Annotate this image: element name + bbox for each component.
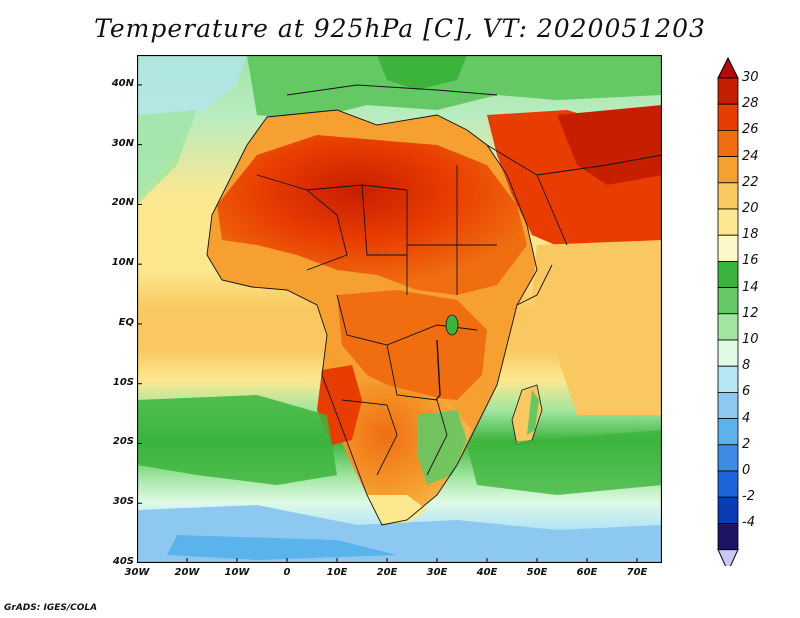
colorbar-label: 22 xyxy=(742,174,759,190)
lat-label: 40N xyxy=(111,77,134,89)
colorbar-swatch xyxy=(717,496,739,524)
colorbar-label: 20 xyxy=(742,201,759,216)
colorbar-label: 12 xyxy=(742,305,759,321)
colorbar-swatch xyxy=(717,234,739,262)
balkans-region xyxy=(377,55,467,90)
credit-label: GrADS: IGES/COLA xyxy=(4,603,98,613)
lon-label: 60E xyxy=(576,567,598,578)
lat-label: 20S xyxy=(112,436,134,448)
mozambique-green-region xyxy=(417,410,467,485)
lat-label: 10S xyxy=(112,376,134,388)
colorbar-swatches xyxy=(717,56,739,566)
lon-label: 0 xyxy=(283,567,291,578)
colorbar xyxy=(717,56,739,566)
colorbar-swatch xyxy=(717,470,739,498)
southern-coldest-patch xyxy=(167,535,397,560)
colorbar-label: -4 xyxy=(742,515,755,531)
map-border xyxy=(136,54,663,564)
cape-region xyxy=(367,495,427,525)
lat-label: 40S xyxy=(112,556,134,567)
colorbar-label: 6 xyxy=(742,384,751,400)
colorbar-label: 28 xyxy=(742,96,759,112)
colorbar-label: 24 xyxy=(742,148,759,164)
south-atlantic-green-band xyxy=(137,395,337,485)
plot-title: Temperature at 925hPa [C], VT: 202005120… xyxy=(94,14,706,43)
sahara-heat-region xyxy=(217,135,527,295)
colorbar-swatch xyxy=(717,208,739,236)
lat-label: 10N xyxy=(111,257,134,269)
colorbar-swatch xyxy=(717,103,739,131)
madagascar-green xyxy=(527,390,539,435)
colorbar-swatch xyxy=(717,287,739,315)
lon-label: 40E xyxy=(476,567,498,578)
colorbar-swatch xyxy=(717,130,739,158)
lat-label: EQ xyxy=(118,316,134,328)
colorbar-label: 26 xyxy=(742,122,759,138)
lat-label: 20N xyxy=(111,197,134,209)
lon-label: 20W xyxy=(174,567,200,578)
lon-label: 10W xyxy=(224,567,250,578)
lon-label: 50E xyxy=(526,567,548,578)
country-borders xyxy=(206,84,663,526)
colorbar-swatch xyxy=(717,444,739,472)
colorbar-swatch xyxy=(717,339,739,367)
colorbar-label: 0 xyxy=(742,463,751,478)
lon-label: 70E xyxy=(626,567,648,578)
lon-label: 20E xyxy=(376,567,398,578)
colorbar-swatch xyxy=(717,182,739,210)
lat-label: 30N xyxy=(111,137,134,149)
colorbar-label: -2 xyxy=(742,489,755,505)
indian-ocean-warm xyxy=(532,240,662,415)
colorbar-label: 4 xyxy=(742,410,751,426)
colorbar-label: 8 xyxy=(742,358,751,374)
map-svg xyxy=(136,54,663,564)
atlantic-green-region xyxy=(137,110,197,205)
southern-africa-region xyxy=(327,375,472,525)
colorbar-label: 18 xyxy=(742,227,759,243)
colorbar-swatch xyxy=(717,77,739,105)
colorbar-label: 14 xyxy=(742,279,759,295)
colorbar-swatch xyxy=(717,365,739,393)
europe-region xyxy=(247,55,662,120)
lake-tanganyika xyxy=(435,339,441,401)
lon-label: 30E xyxy=(426,567,448,578)
south-indian-green-band xyxy=(467,430,662,495)
lake-victoria xyxy=(445,314,459,336)
colorbar-swatch xyxy=(717,156,739,184)
colorbar-swatch xyxy=(717,260,739,288)
colorbar-swatch xyxy=(717,391,739,419)
colorbar-label: 10 xyxy=(742,332,759,347)
lon-label: 30W xyxy=(124,567,150,578)
lat-label: 30S xyxy=(112,496,134,508)
colorbar-top-arrow xyxy=(717,56,739,79)
colorbar-label: 2 xyxy=(742,436,751,452)
colorbar-label: 30 xyxy=(742,70,759,85)
temperature-map xyxy=(136,54,663,564)
lon-label: 10E xyxy=(326,567,348,578)
iran-heat-region xyxy=(557,105,662,185)
colorbar-label: 16 xyxy=(742,253,759,269)
colorbar-swatch xyxy=(717,418,739,446)
colorbar-swatch xyxy=(717,313,739,341)
colorbar-bottom-arrow xyxy=(717,549,739,566)
colorbar-swatch xyxy=(717,522,739,550)
